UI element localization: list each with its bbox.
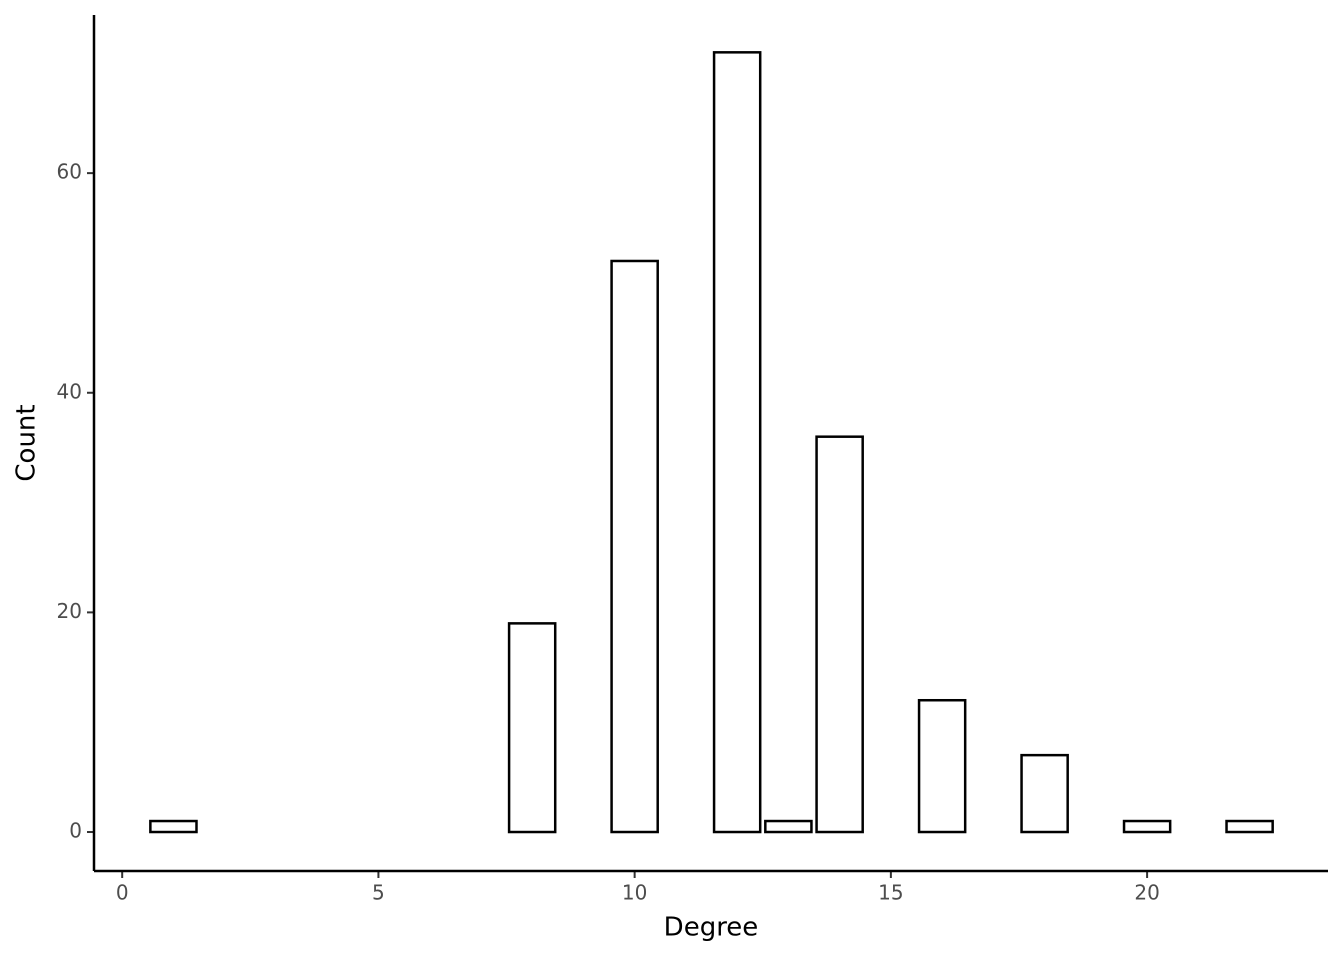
bar <box>1020 753 1069 834</box>
bar <box>149 819 198 834</box>
y-tick-label: 20 <box>57 599 82 623</box>
x-axis-title: Degree <box>664 913 759 943</box>
bar <box>764 819 813 834</box>
y-tick-label: 0 <box>69 819 82 843</box>
bar <box>712 51 762 834</box>
bar <box>610 259 659 834</box>
x-tick-label: 0 <box>116 881 129 905</box>
x-tick-label: 10 <box>622 881 647 905</box>
bar <box>1225 819 1274 834</box>
bar <box>507 622 557 834</box>
y-axis-title: Count <box>12 404 42 481</box>
y-tick-label: 60 <box>57 160 82 184</box>
x-tick-label: 5 <box>372 881 385 905</box>
y-tick-label: 40 <box>57 379 82 403</box>
x-tick-label: 15 <box>878 881 903 905</box>
bar <box>815 435 864 834</box>
bar <box>1122 819 1172 834</box>
bar <box>917 698 967 834</box>
x-tick-label: 20 <box>1134 881 1159 905</box>
